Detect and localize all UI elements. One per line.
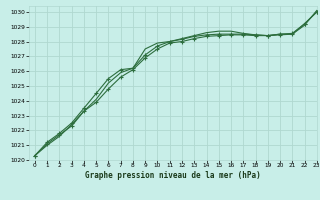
X-axis label: Graphe pression niveau de la mer (hPa): Graphe pression niveau de la mer (hPa) — [85, 171, 261, 180]
